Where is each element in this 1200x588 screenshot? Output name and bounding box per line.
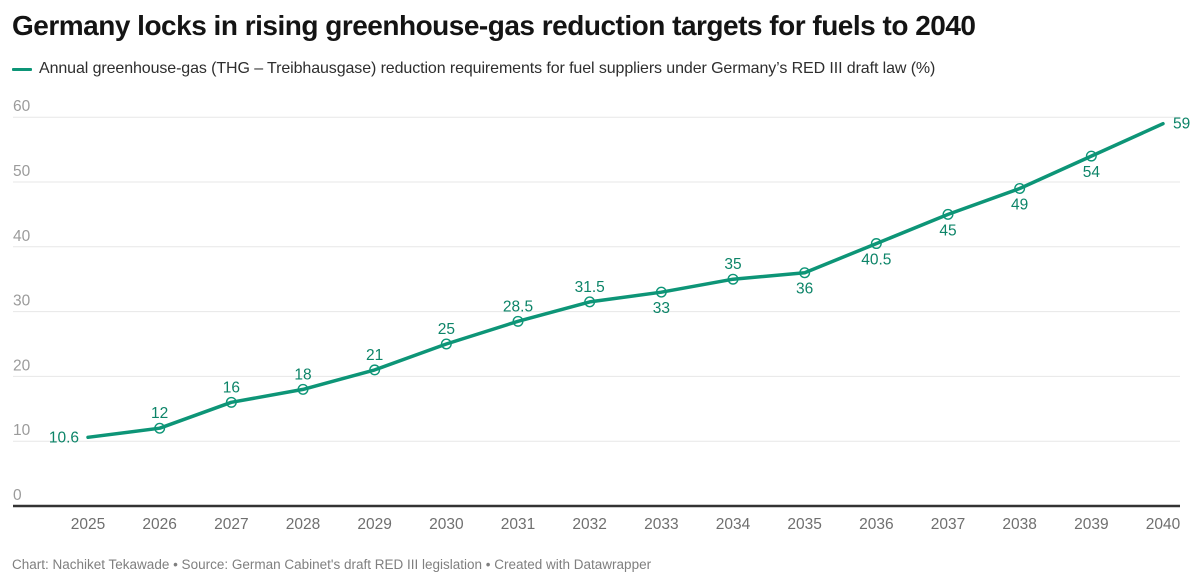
x-tick-label: 2030 [429,516,464,533]
data-point-label: 12 [151,405,168,422]
data-point-label: 18 [294,366,311,383]
data-point-label: 59 [1173,116,1190,133]
data-point-label: 40.5 [861,252,891,269]
data-point-label: 54 [1083,164,1101,181]
y-tick-label: 10 [13,422,31,439]
data-point-marker[interactable] [942,208,954,220]
x-tick-label: 2032 [572,516,606,533]
x-tick-label: 2034 [716,516,751,533]
data-point-label: 45 [939,222,956,239]
x-tick-label: 2025 [71,516,105,533]
data-point-marker[interactable] [154,422,166,434]
chart-title: Germany locks in rising greenhouse-gas r… [12,10,976,41]
chart-footer: Chart: Nachiket Tekawade • Source: Germa… [12,557,652,572]
x-tick-label: 2027 [214,516,248,533]
legend-line-swatch-icon [12,67,32,71]
data-point-marker[interactable] [369,364,381,376]
x-tick-label: 2039 [1074,516,1108,533]
legend: Annual greenhouse-gas (THG – Treibhausga… [12,60,935,78]
data-point-label: 31.5 [575,279,605,296]
x-tick-label: 2038 [1002,516,1036,533]
data-point-marker[interactable] [297,383,309,395]
x-tick-label: 2029 [357,516,391,533]
data-point-label: 36 [796,281,813,298]
legend-label: Annual greenhouse-gas (THG – Treibhausga… [39,60,936,77]
x-tick-label: 2031 [501,516,535,533]
x-tick-label: 2040 [1146,516,1181,533]
data-point-marker[interactable] [1014,182,1026,194]
data-point-marker[interactable] [870,238,882,250]
data-point-marker[interactable] [1085,150,1097,162]
y-tick-label: 30 [13,293,31,310]
data-point-label: 28.5 [503,298,533,315]
data-point-marker[interactable] [799,267,811,279]
data-point-label: 10.6 [49,429,79,446]
x-tick-label: 2033 [644,516,678,533]
x-tick-label: 2036 [859,516,893,533]
y-tick-label: 20 [13,357,31,374]
data-point-label: 49 [1011,196,1028,213]
y-tick-label: 0 [13,487,22,504]
data-point-marker[interactable] [727,273,739,285]
data-point-label: 33 [653,300,670,317]
x-tick-label: 2028 [286,516,320,533]
data-point-marker[interactable] [655,286,667,298]
data-point-label: 35 [724,256,741,273]
x-tick-label: 2035 [787,516,821,533]
data-point-marker[interactable] [440,338,452,350]
data-point-label: 25 [438,321,455,338]
data-point-marker[interactable] [584,296,596,308]
data-point-label: 16 [223,379,240,396]
x-tick-label: 2026 [142,516,176,533]
data-point-marker[interactable] [512,315,524,327]
series-line [86,121,1165,440]
data-point-marker[interactable] [225,396,237,408]
y-tick-label: 40 [13,228,31,245]
x-tick-label: 2037 [931,516,965,533]
y-tick-label: 60 [13,98,31,115]
data-point-label: 21 [366,347,383,364]
y-tick-label: 50 [13,163,31,180]
